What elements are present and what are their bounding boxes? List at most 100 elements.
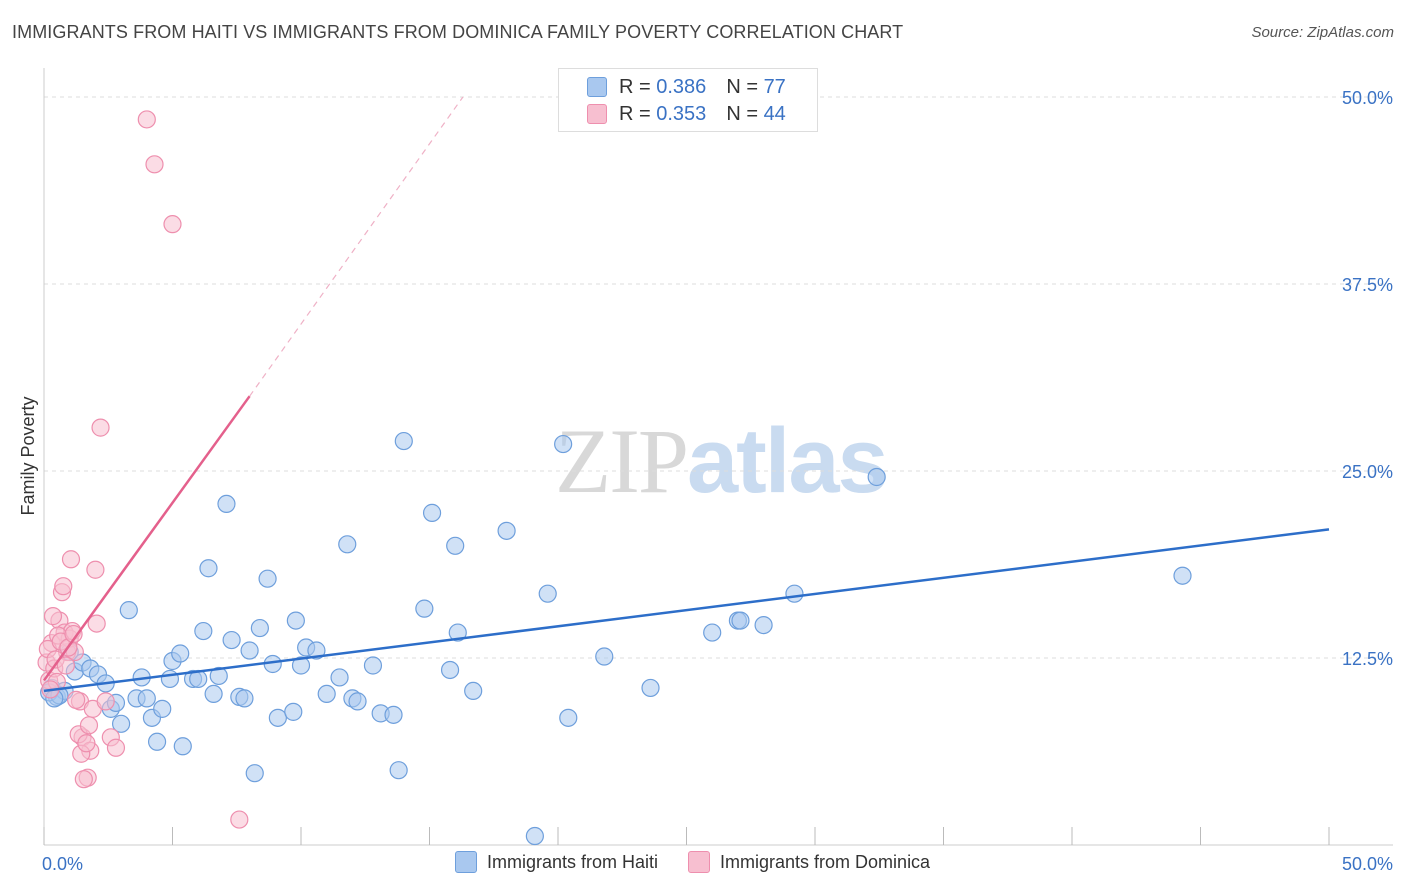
chart-title: IMMIGRANTS FROM HAITI VS IMMIGRANTS FROM… bbox=[12, 22, 904, 42]
haiti-point-51 bbox=[384, 705, 403, 724]
haiti-point-27 bbox=[204, 684, 223, 704]
legend-haiti-label: Immigrants from Haiti bbox=[487, 851, 659, 872]
legend-dominica-swatch bbox=[688, 851, 711, 873]
dominica-point-43 bbox=[230, 810, 249, 829]
dominica-swatch bbox=[587, 104, 607, 124]
dominica-point-38 bbox=[79, 716, 99, 735]
haiti-point-63 bbox=[554, 434, 573, 454]
dominica-point-21 bbox=[106, 738, 126, 757]
dominica-point-39 bbox=[87, 614, 106, 633]
haiti-r-label: R = bbox=[619, 75, 651, 98]
haiti-point-33 bbox=[240, 641, 259, 660]
dominica-point-19 bbox=[96, 692, 115, 711]
haiti-point-21 bbox=[171, 644, 190, 663]
haiti-point-52 bbox=[389, 761, 408, 780]
haiti-n-label: N = bbox=[726, 75, 758, 98]
haiti-point-17 bbox=[147, 732, 167, 751]
haiti-point-70 bbox=[754, 615, 773, 635]
haiti-point-60 bbox=[497, 521, 516, 540]
haiti-point-45 bbox=[330, 668, 349, 687]
dominica-n-label: N = bbox=[726, 102, 758, 125]
dominica-trend-line bbox=[42, 395, 251, 682]
haiti-point-28 bbox=[209, 666, 228, 686]
haiti-point-38 bbox=[268, 708, 287, 727]
haiti-point-41 bbox=[291, 656, 311, 675]
haiti-point-49 bbox=[363, 656, 383, 675]
haiti-point-26 bbox=[199, 559, 218, 578]
dominica-point-36 bbox=[74, 770, 93, 789]
dominica-n-value: 44 bbox=[763, 102, 786, 125]
series-legend: Immigrants from Haiti Immigrants from Do… bbox=[455, 851, 960, 873]
y-tick-label-1: 25.0% bbox=[1342, 462, 1393, 482]
y-tick-label-3: 50.0% bbox=[1342, 88, 1393, 108]
legend-item-dominica: Immigrants from Dominica bbox=[688, 851, 930, 873]
haiti-point-30 bbox=[222, 630, 241, 650]
haiti-point-72 bbox=[867, 467, 886, 487]
haiti-point-54 bbox=[415, 599, 434, 618]
haiti-point-34 bbox=[245, 764, 264, 783]
haiti-point-65 bbox=[595, 647, 614, 666]
dominica-r-value: 0.353 bbox=[656, 102, 707, 125]
haiti-point-22 bbox=[173, 737, 192, 756]
x-tick-label-1: 50.0% bbox=[1342, 854, 1393, 874]
haiti-point-40 bbox=[286, 611, 305, 630]
haiti-point-73 bbox=[1173, 566, 1192, 585]
haiti-point-56 bbox=[440, 660, 460, 680]
dominica-point-17 bbox=[86, 560, 105, 579]
haiti-r-value: 0.386 bbox=[656, 75, 707, 98]
y-tick-label-2: 37.5% bbox=[1342, 275, 1393, 295]
haiti-point-11 bbox=[111, 714, 131, 733]
dominica-r-label: R = bbox=[619, 102, 651, 125]
haiti-point-39 bbox=[284, 702, 303, 721]
dominica-trend-extension bbox=[249, 96, 464, 397]
haiti-point-57 bbox=[446, 536, 465, 555]
haiti-point-12 bbox=[119, 601, 138, 620]
correlation-legend: R = 0.386 N = 77 R = 0.353 N = 44 bbox=[558, 68, 818, 132]
haiti-point-32 bbox=[235, 689, 254, 708]
x-tick-label-0: 0.0% bbox=[42, 854, 83, 874]
haiti-point-43 bbox=[307, 641, 326, 660]
legend-row-haiti: R = 0.386 N = 77 bbox=[587, 75, 786, 99]
haiti-point-44 bbox=[317, 684, 336, 704]
haiti-point-69 bbox=[731, 611, 750, 630]
y-axis-label: Family Poverty bbox=[18, 396, 38, 515]
haiti-point-29 bbox=[217, 494, 236, 514]
legend-row-dominica: R = 0.353 N = 44 bbox=[587, 102, 786, 126]
haiti-point-58 bbox=[448, 623, 467, 642]
haiti-trend-line bbox=[43, 528, 1330, 693]
haiti-point-59 bbox=[464, 681, 483, 701]
y-tick-label-0: 12.5% bbox=[1342, 649, 1393, 669]
haiti-point-71 bbox=[785, 584, 804, 603]
haiti-n-value: 77 bbox=[763, 75, 786, 98]
haiti-point-53 bbox=[394, 431, 413, 451]
haiti-swatch bbox=[587, 77, 607, 97]
dominica-point-31 bbox=[61, 550, 81, 569]
haiti-point-25 bbox=[194, 621, 213, 641]
haiti-point-35 bbox=[250, 618, 269, 638]
dominica-point-41 bbox=[145, 155, 164, 174]
dominica-point-28 bbox=[54, 577, 73, 596]
haiti-point-66 bbox=[641, 678, 660, 698]
haiti-point-67 bbox=[703, 623, 722, 642]
dominica-point-42 bbox=[163, 215, 182, 234]
haiti-point-48 bbox=[348, 692, 367, 711]
source-label: Source: ZipAtlas.com bbox=[1251, 24, 1394, 41]
haiti-point-55 bbox=[422, 503, 442, 522]
haiti-point-19 bbox=[160, 669, 180, 689]
haiti-point-61 bbox=[525, 826, 544, 846]
dominica-point-33 bbox=[67, 690, 86, 709]
haiti-point-46 bbox=[338, 535, 357, 554]
dominica-point-37 bbox=[77, 734, 96, 753]
legend-dominica-label: Immigrants from Dominica bbox=[720, 851, 931, 872]
haiti-point-62 bbox=[538, 584, 557, 603]
dominica-point-29 bbox=[56, 656, 75, 675]
legend-haiti-swatch bbox=[455, 851, 477, 873]
haiti-point-36 bbox=[258, 569, 277, 588]
dominica-point-32 bbox=[64, 624, 83, 644]
legend-item-haiti: Immigrants from Haiti bbox=[455, 851, 658, 873]
haiti-point-15 bbox=[137, 689, 156, 708]
dominica-point-40 bbox=[137, 110, 156, 129]
dominica-point-18 bbox=[91, 418, 110, 437]
haiti-point-64 bbox=[559, 708, 578, 727]
